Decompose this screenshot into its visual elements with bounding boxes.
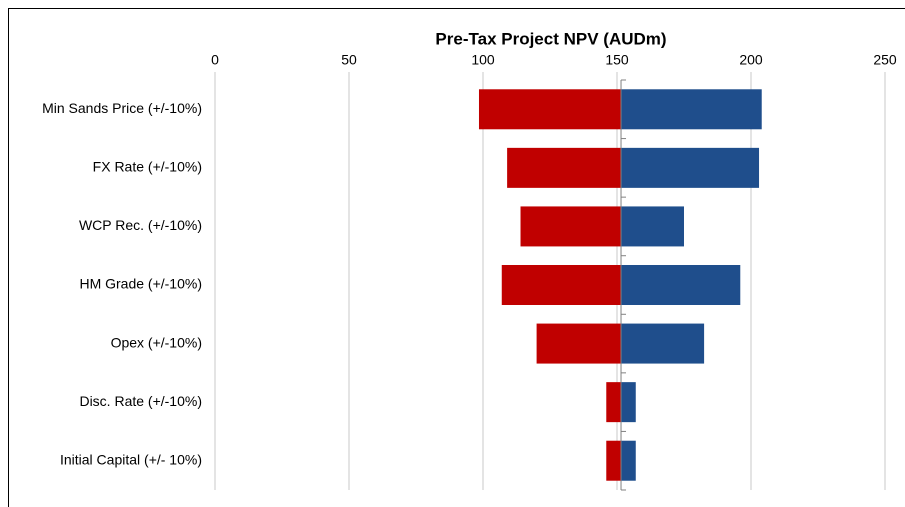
bar [536,323,622,364]
y-tick-label: Disc. Rate (+/-10%) [79,393,202,409]
bar [606,382,622,423]
y-tick-label: FX Rate (+/-10%) [93,159,202,175]
x-tick-label: 0 [211,52,219,68]
frame [8,8,905,507]
y-tick-label: Opex (+/-10%) [111,334,202,350]
x-tick-label: 50 [341,52,357,68]
bar [621,89,762,130]
bar [621,147,760,188]
y-tick-label: WCP Rec. (+/-10%) [79,217,202,233]
bar [621,440,636,481]
x-tick-label: 100 [471,52,495,68]
bar [621,265,741,305]
x-tick-label: 250 [873,52,897,68]
bar [501,265,622,305]
bar [621,323,705,364]
y-tick-label: Min Sands Price (+/-10%) [42,100,202,116]
bar [621,382,636,423]
bar [507,147,622,188]
bar [520,206,622,247]
y-tick-label: HM Grade (+/-10%) [79,276,202,292]
bar [606,440,622,481]
bar [621,206,684,247]
bar [478,89,622,130]
chart-title: Pre-Tax Project NPV (AUDm) [435,29,666,48]
x-tick-label: 200 [739,52,763,68]
y-tick-label: Initial Capital (+/- 10%) [60,451,202,467]
x-tick-label: 150 [605,52,629,68]
